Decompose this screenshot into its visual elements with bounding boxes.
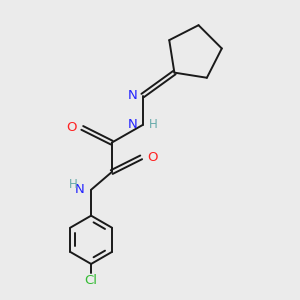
Text: N: N [128,89,137,102]
Text: O: O [66,122,76,134]
Text: H: H [69,178,78,191]
Text: N: N [128,118,137,131]
Text: H: H [149,118,158,131]
Text: N: N [75,183,85,196]
Text: Cl: Cl [85,274,98,286]
Text: O: O [147,151,158,164]
